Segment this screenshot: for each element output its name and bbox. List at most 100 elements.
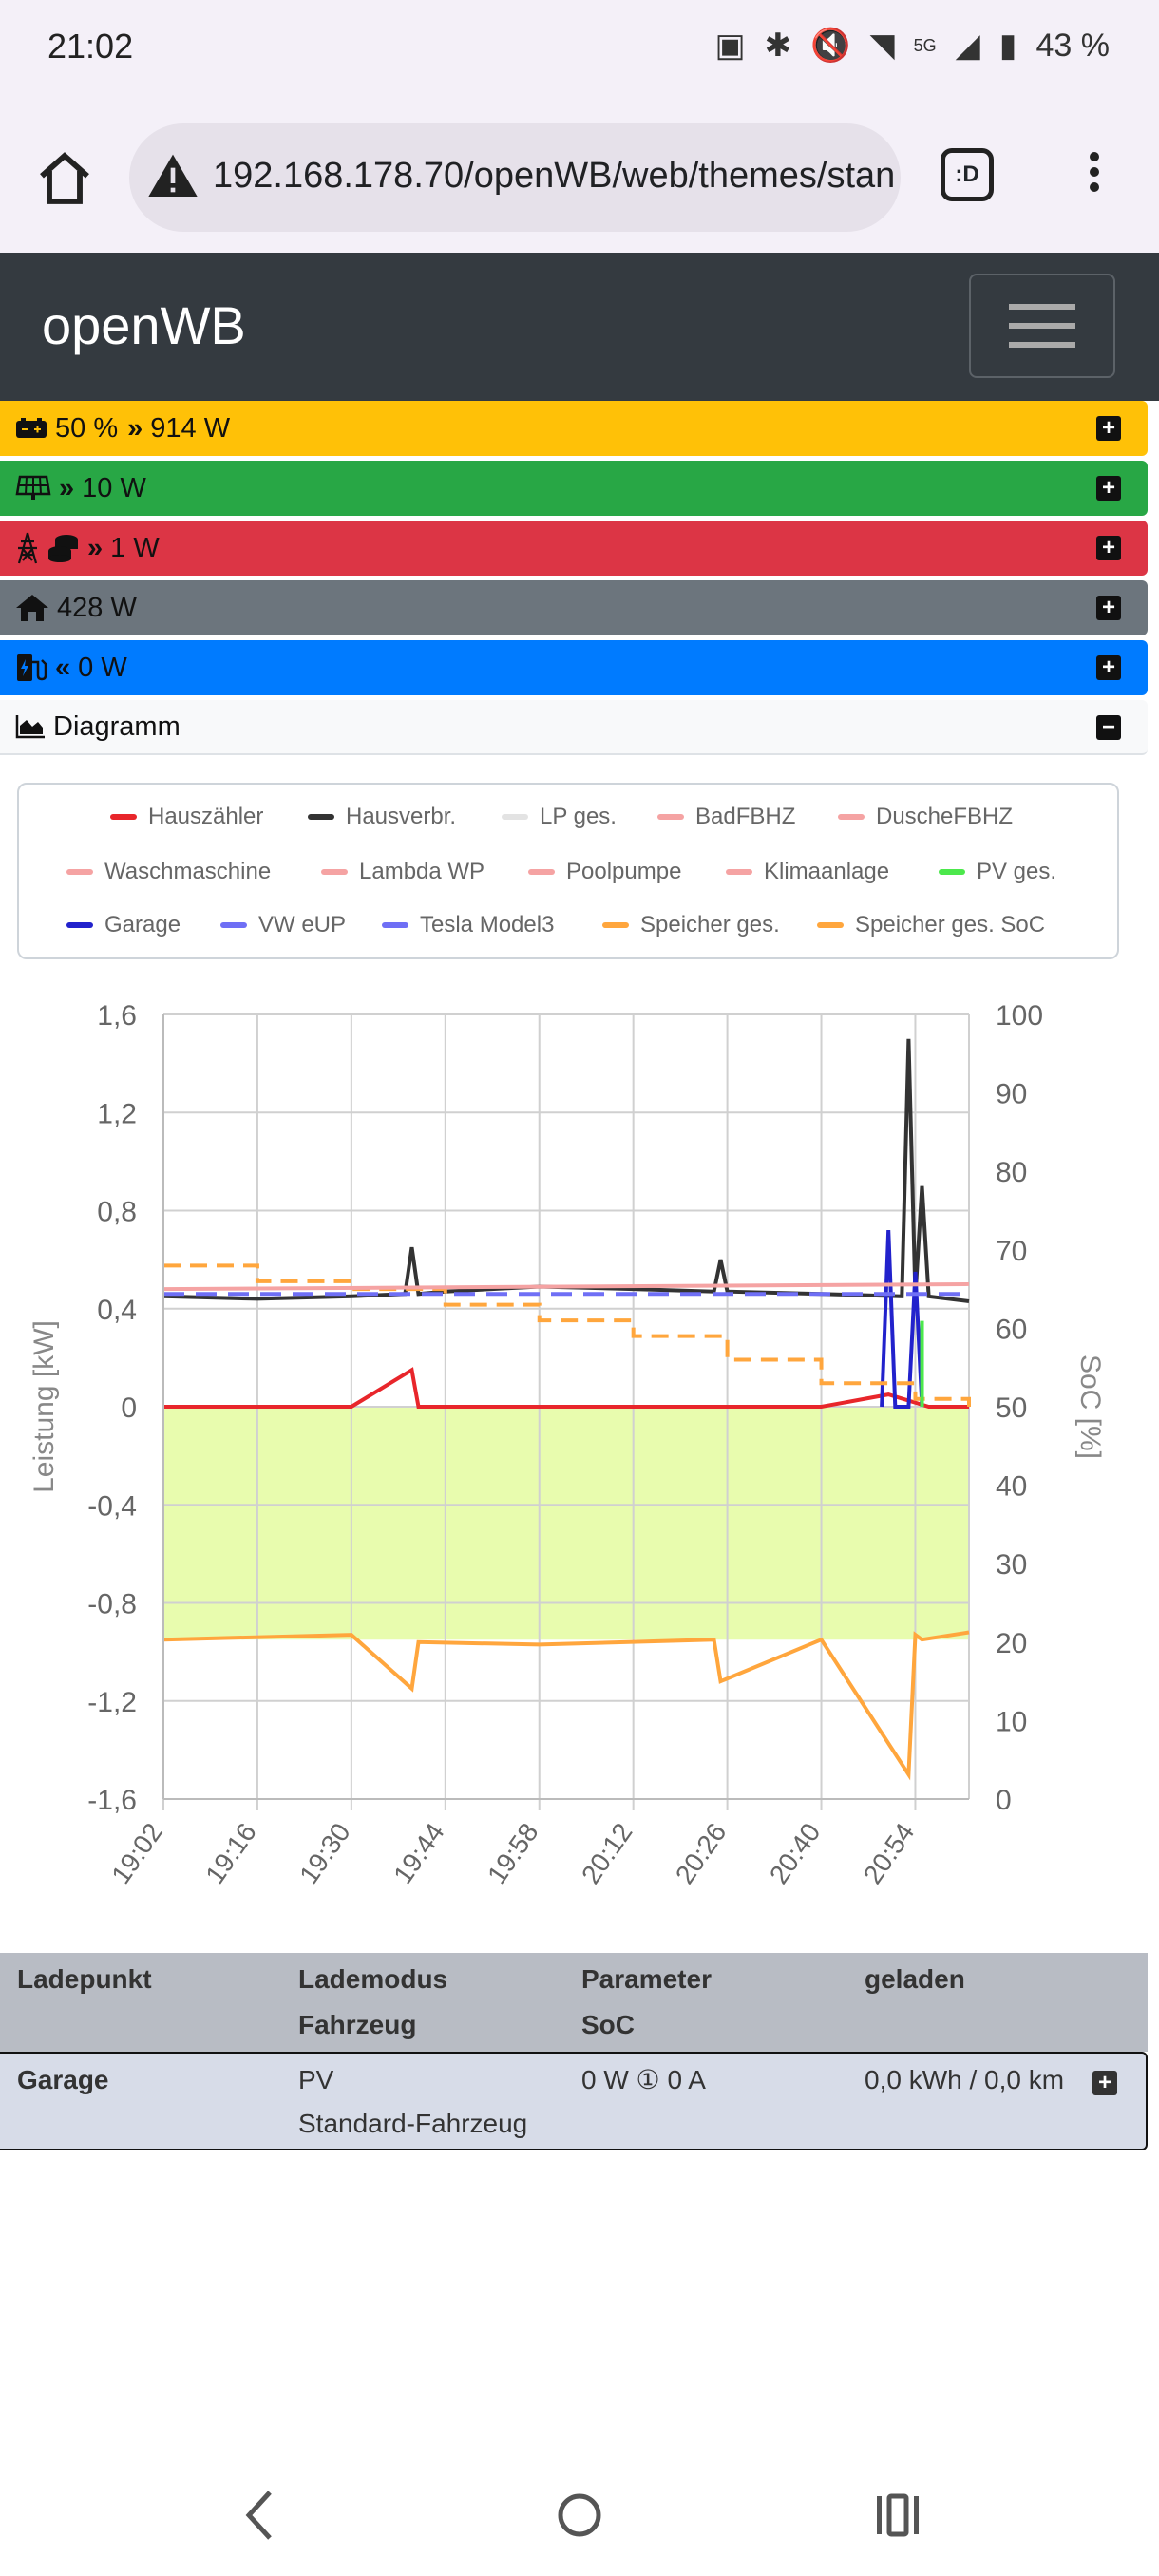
- legend-item[interactable]: Speicher ges. SoC: [817, 912, 1045, 938]
- battery-row[interactable]: 50 % » 914 W +: [0, 401, 1148, 456]
- legend-label: Hauszähler: [148, 804, 264, 829]
- charging-station-icon: [15, 653, 48, 683]
- url-text[interactable]: 192.168.178.70/openWB/web/themes/stan: [213, 156, 896, 196]
- legend-swatch: [66, 922, 93, 928]
- charge-point-table: Ladepunkt Lademodus Fahrzeug Parameter S…: [0, 1953, 1148, 2150]
- legend-label: Speicher ges. SoC: [855, 912, 1046, 938]
- x-tick-label: 20:54: [858, 1818, 921, 1889]
- recents-icon[interactable]: [874, 2492, 922, 2538]
- address-bar[interactable]: 192.168.178.70/openWB/web/themes/stan: [129, 123, 901, 232]
- legend-item[interactable]: DuscheFBHZ: [838, 804, 1013, 830]
- legend-item[interactable]: BadFBHZ: [657, 804, 795, 830]
- legend-item[interactable]: LP ges.: [502, 804, 617, 830]
- legend-item[interactable]: Hausverbr.: [308, 804, 456, 830]
- legend-label: Waschmaschine: [104, 859, 272, 884]
- home-circle-icon[interactable]: [557, 2492, 602, 2538]
- legend-swatch: [657, 814, 684, 820]
- row-charged: 0,0 kWh / 0,0 km: [864, 2065, 1065, 2094]
- overflow-menu-icon[interactable]: [1075, 146, 1113, 207]
- diagram-row[interactable]: Diagramm −: [0, 700, 1148, 755]
- legend-item[interactable]: Speicher ges.: [602, 912, 780, 938]
- legend-label: VW eUP: [258, 912, 347, 938]
- android-navigation-bar: [0, 2460, 1159, 2576]
- double-chevron-right-icon: »: [59, 472, 75, 503]
- x-tick-label: 20:40: [764, 1818, 826, 1889]
- y-tick-label: 1,6: [97, 1000, 137, 1032]
- expand-icon[interactable]: +: [1096, 655, 1121, 680]
- legend-swatch: [817, 922, 844, 928]
- charge-row[interactable]: « 0 W +: [0, 640, 1148, 695]
- y2-axis-label: SoC [%]: [1074, 1354, 1106, 1459]
- double-chevron-right-icon: »: [127, 412, 143, 444]
- row-vehicle[interactable]: Standard-Fahrzeug: [298, 2109, 528, 2138]
- power-pole-icon: [15, 532, 40, 564]
- y2-tick-label: 30: [996, 1549, 1027, 1581]
- y2-tick-label: 60: [996, 1314, 1027, 1345]
- expand-icon[interactable]: +: [1096, 596, 1121, 620]
- y-tick-label: -1,6: [87, 1785, 137, 1816]
- expand-icon[interactable]: +: [1096, 536, 1121, 560]
- brand-title[interactable]: openWB: [42, 295, 246, 355]
- legend-swatch: [528, 869, 555, 875]
- y-tick-label: -1,2: [87, 1687, 137, 1718]
- house-power: 428 W: [57, 592, 137, 623]
- solar-panel-icon: [15, 475, 51, 502]
- grid-power: 1 W: [110, 532, 160, 563]
- collapse-icon[interactable]: −: [1096, 715, 1121, 740]
- double-chevron-left-icon: «: [55, 652, 71, 683]
- row-parameters: 0 W ① 0 A: [581, 2065, 706, 2094]
- header-geladen: geladen: [864, 1964, 965, 1994]
- legend-label: Poolpumpe: [566, 859, 682, 884]
- tabs-button[interactable]: :D: [940, 148, 994, 201]
- x-tick-label: 19:44: [388, 1818, 450, 1889]
- series-line: [163, 1367, 969, 1409]
- legend-item[interactable]: Lambda WP: [321, 859, 484, 885]
- y-tick-label: 1,2: [97, 1098, 137, 1129]
- battery-power: 914 W: [150, 412, 231, 444]
- browser-toolbar: 192.168.178.70/openWB/web/themes/stan :D: [0, 99, 1159, 255]
- grid-row[interactable]: » 1 W +: [0, 521, 1148, 576]
- area-chart-icon: [15, 714, 46, 739]
- charge-power: 0 W: [78, 652, 127, 683]
- pv-row[interactable]: » 10 W +: [0, 461, 1148, 516]
- warning-icon[interactable]: [146, 150, 200, 203]
- status-time: 21:02: [48, 27, 134, 66]
- legend-swatch: [838, 814, 864, 820]
- legend-swatch: [220, 922, 247, 928]
- back-icon[interactable]: [243, 2489, 276, 2542]
- expand-icon[interactable]: +: [1096, 416, 1121, 441]
- legend-item[interactable]: PV ges.: [939, 859, 1056, 885]
- expand-icon[interactable]: +: [1092, 2071, 1117, 2095]
- hamburger-menu-button[interactable]: [969, 274, 1115, 378]
- legend-item[interactable]: Waschmaschine: [66, 859, 271, 885]
- legend-item[interactable]: Klimaanlage: [726, 859, 889, 885]
- header-fahrzeug: Fahrzeug: [298, 2010, 417, 2039]
- header-parameter: Parameter: [581, 1964, 712, 1994]
- legend-item[interactable]: Hauszähler: [110, 804, 263, 830]
- legend-item[interactable]: Garage: [66, 912, 180, 938]
- wifi-icon: ◥: [869, 28, 895, 64]
- legend-item[interactable]: VW eUP: [220, 912, 346, 938]
- series-line: [162, 1038, 970, 1303]
- series-line: [162, 1630, 970, 1781]
- status-bar: 21:02 ▣ ✱ 🔇 ◥ 5G ◢ ▮ 43 %: [0, 0, 1159, 99]
- legend-label: Garage: [104, 912, 181, 938]
- battery-icon: [15, 417, 48, 440]
- row-chargepoint: Garage: [17, 2065, 109, 2094]
- home-icon[interactable]: [34, 148, 95, 209]
- diagram-label: Diagramm: [53, 710, 180, 742]
- legend-item[interactable]: Tesla Model3: [382, 912, 554, 938]
- legend-item[interactable]: Poolpumpe: [528, 859, 681, 885]
- table-row[interactable]: Garage PV Standard-Fahrzeug 0 W ① 0 A 0,…: [0, 2052, 1148, 2150]
- y2-tick-label: 100: [996, 1000, 1043, 1032]
- legend-swatch: [382, 922, 408, 928]
- signal-icon: ◢: [955, 28, 980, 64]
- legend-swatch: [321, 869, 348, 875]
- legend-label: LP ges.: [540, 804, 617, 829]
- legend-label: Tesla Model3: [420, 912, 555, 938]
- row-mode[interactable]: PV: [298, 2065, 334, 2094]
- expand-icon[interactable]: +: [1096, 476, 1121, 501]
- y2-tick-label: 0: [996, 1785, 1012, 1816]
- power-chart: 1,61,20,80,40-0,4-0,8-1,2-1,610090807060…: [28, 1000, 1106, 1889]
- house-row[interactable]: 428 W +: [0, 580, 1148, 635]
